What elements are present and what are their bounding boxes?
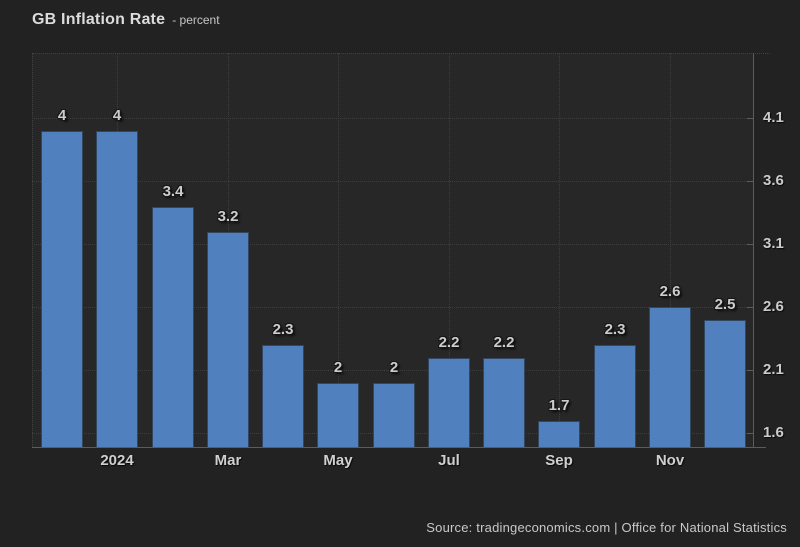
bar[interactable]: [317, 383, 359, 447]
gridline-vertical: [559, 53, 560, 447]
bar-value-label: 1.7: [548, 397, 570, 414]
bar-value-label: 2.3: [272, 321, 294, 338]
chart-subtitle: - percent: [172, 13, 220, 27]
gridline-horizontal: [32, 181, 753, 182]
bar-value-label: 2.6: [659, 283, 681, 300]
gridline-vertical: [670, 53, 671, 447]
y-tick-mark: [747, 244, 753, 245]
chart-header: GB Inflation Rate - percent: [32, 11, 220, 29]
bar-value-label: 2: [333, 359, 343, 376]
bar[interactable]: [373, 383, 415, 447]
y-tick-mark: [747, 118, 753, 119]
bar[interactable]: [704, 320, 746, 447]
y-tick-mark: [747, 370, 753, 371]
y-axis-label: 3.1: [763, 235, 784, 252]
bar[interactable]: [262, 345, 304, 447]
gridline-horizontal: [32, 370, 753, 371]
bar-value-label: 2: [389, 359, 399, 376]
y-tick-mark: [747, 307, 753, 308]
y-tick-mark: [747, 181, 753, 182]
y-axis-line: [753, 53, 754, 448]
bar[interactable]: [538, 421, 580, 447]
bar[interactable]: [594, 345, 636, 447]
x-axis-line: [32, 447, 766, 448]
x-axis-label: Jul: [438, 452, 460, 469]
bar-value-label: 2.2: [493, 334, 515, 351]
bar-value-label: 2.2: [438, 334, 460, 351]
plot-border-left: [32, 53, 33, 447]
x-axis-label: Mar: [214, 452, 242, 469]
bar[interactable]: [96, 131, 138, 447]
x-axis-label: Sep: [545, 452, 573, 469]
bar[interactable]: [428, 358, 470, 447]
bar-value-label: 4: [112, 107, 122, 124]
bar[interactable]: [207, 232, 249, 447]
bar[interactable]: [152, 207, 194, 447]
x-axis-label: May: [323, 452, 353, 469]
gridline-horizontal: [32, 244, 753, 245]
y-axis-label: 4.1: [763, 109, 784, 126]
x-axis-label: Nov: [655, 452, 685, 469]
gridline-vertical: [449, 53, 450, 447]
x-axis-label: 2024: [100, 452, 134, 469]
chart-title: GB Inflation Rate: [32, 11, 166, 28]
gridline-horizontal: [32, 307, 753, 308]
bar-value-label: 4: [57, 107, 67, 124]
bar[interactable]: [483, 358, 525, 447]
y-axis-label: 3.6: [763, 172, 784, 189]
gridline-vertical: [338, 53, 339, 447]
bar[interactable]: [649, 307, 691, 447]
plot-border-top: [32, 53, 770, 54]
bar-value-label: 3.4: [162, 183, 184, 200]
y-axis-label: 1.6: [763, 424, 784, 441]
bar-value-label: 3.2: [217, 208, 239, 225]
bar-value-label: 2.5: [714, 296, 736, 313]
bar-value-label: 2.3: [604, 321, 626, 338]
gridline-horizontal: [32, 118, 753, 119]
bar[interactable]: [41, 131, 83, 447]
y-axis-label: 2.1: [763, 361, 784, 378]
source-attribution: Source: tradingeconomics.com | Office fo…: [426, 520, 787, 535]
y-tick-mark: [747, 433, 753, 434]
y-axis-label: 2.6: [763, 298, 784, 315]
